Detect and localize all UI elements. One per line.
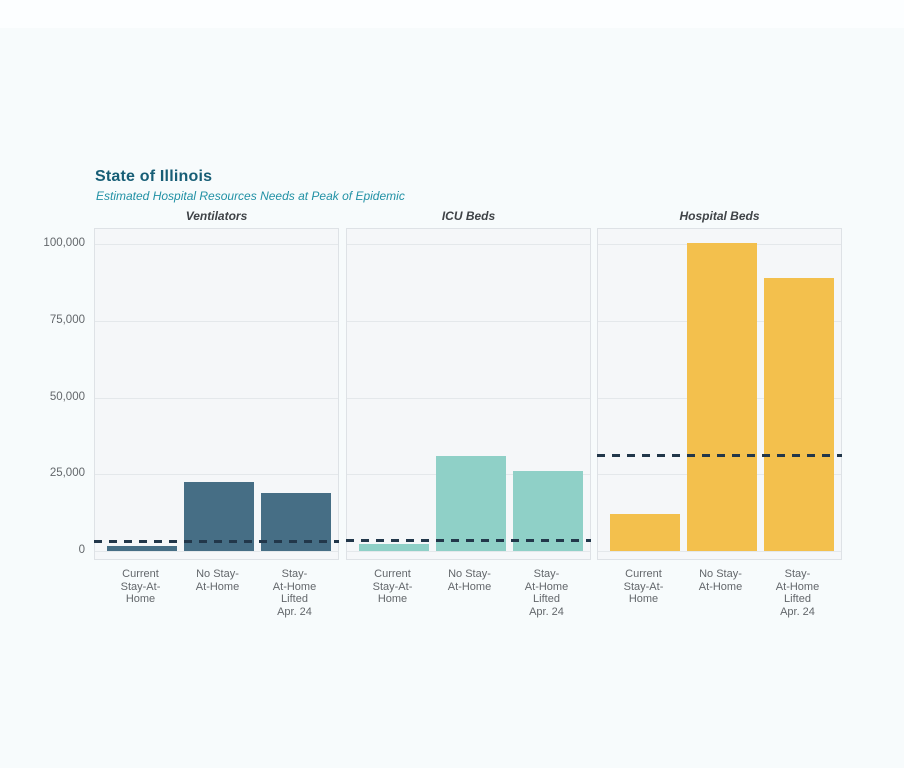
chart-title: State of Illinois bbox=[95, 168, 213, 185]
gridline bbox=[95, 474, 338, 476]
x-axis-category-label: Current Stay-At- Home bbox=[623, 568, 664, 605]
gridline bbox=[347, 397, 590, 399]
bar bbox=[763, 278, 834, 551]
y-axis-tick-label: 75,000 bbox=[49, 314, 85, 327]
gridline bbox=[598, 551, 841, 552]
gridline bbox=[95, 244, 338, 246]
gridline bbox=[95, 551, 338, 552]
bar bbox=[609, 514, 680, 551]
gridline bbox=[347, 551, 590, 552]
capacity-dashed-line bbox=[597, 454, 842, 458]
y-axis-tick-label: 50,000 bbox=[49, 390, 85, 403]
capacity-dashed-line bbox=[94, 539, 339, 543]
y-axis-tick-label: 0 bbox=[78, 544, 85, 556]
chart-panel bbox=[346, 228, 591, 560]
x-axis-category-label: Stay- At-Home Lifted Apr. 24 bbox=[775, 568, 820, 618]
x-axis-category-label: Current Stay-At- Home bbox=[120, 568, 161, 605]
y-axis-tick-label: 100,000 bbox=[43, 237, 85, 250]
x-axis-category-label: No Stay- At-Home bbox=[195, 568, 240, 593]
chart-panel bbox=[94, 228, 339, 560]
bar bbox=[106, 546, 177, 551]
gridline bbox=[95, 397, 338, 399]
bar bbox=[686, 242, 757, 551]
x-axis-category-label: Current Stay-At- Home bbox=[372, 568, 413, 605]
gridline bbox=[347, 321, 590, 323]
y-axis-tick-label: 25,000 bbox=[49, 467, 85, 480]
panel-title: Hospital Beds bbox=[679, 209, 760, 223]
bar bbox=[435, 455, 506, 551]
bar bbox=[512, 471, 583, 551]
capacity-dashed-line bbox=[346, 538, 591, 542]
chart-subtitle: Estimated Hospital Resources Needs at Pe… bbox=[96, 189, 405, 203]
gridline bbox=[95, 321, 338, 323]
page-top-strip bbox=[0, 0, 904, 28]
x-axis-category-label: Stay- At-Home Lifted Apr. 24 bbox=[272, 568, 317, 618]
bar bbox=[358, 543, 429, 551]
x-axis-category-label: No Stay- At-Home bbox=[447, 568, 492, 593]
panel-title: Ventilators bbox=[185, 209, 248, 223]
chart-panel bbox=[597, 228, 842, 560]
bar bbox=[183, 482, 254, 551]
x-axis-category-label: No Stay- At-Home bbox=[698, 568, 743, 593]
x-axis-category-label: Stay- At-Home Lifted Apr. 24 bbox=[524, 568, 569, 618]
gridline bbox=[347, 244, 590, 246]
panel-title: ICU Beds bbox=[441, 209, 496, 223]
